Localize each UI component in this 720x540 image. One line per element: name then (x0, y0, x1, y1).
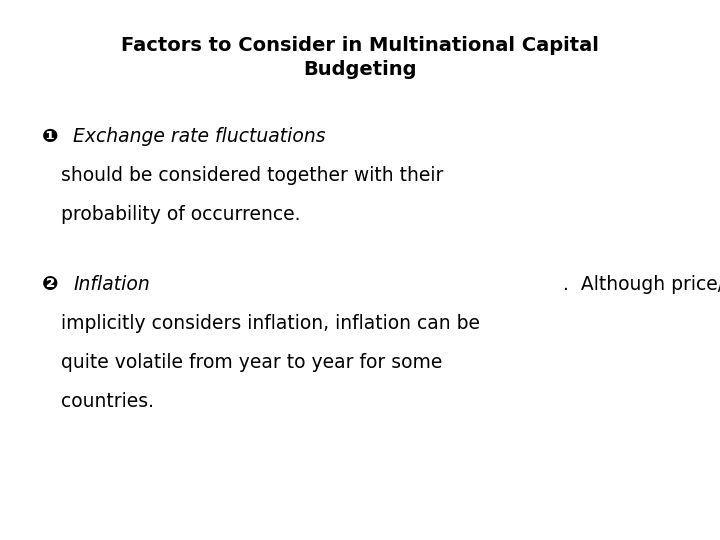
Text: probability of occurrence.: probability of occurrence. (61, 205, 301, 224)
Text: Budgeting: Budgeting (303, 59, 417, 79)
Text: implicitly considers inflation, inflation can be: implicitly considers inflation, inflatio… (61, 314, 480, 333)
Text: Inflation: Inflation (73, 275, 150, 294)
Text: .  Although price/cost forecasting: . Although price/cost forecasting (563, 275, 720, 294)
Text: ❶: ❶ (42, 127, 58, 146)
Text: Factors to Consider in Multinational Capital: Factors to Consider in Multinational Cap… (121, 36, 599, 56)
Text: Exchange rate fluctuations: Exchange rate fluctuations (73, 127, 326, 146)
Text: should be considered together with their: should be considered together with their (61, 166, 444, 185)
Text: ❷: ❷ (42, 275, 58, 294)
Text: countries.: countries. (61, 392, 154, 411)
Text: quite volatile from year to year for some: quite volatile from year to year for som… (61, 353, 443, 372)
